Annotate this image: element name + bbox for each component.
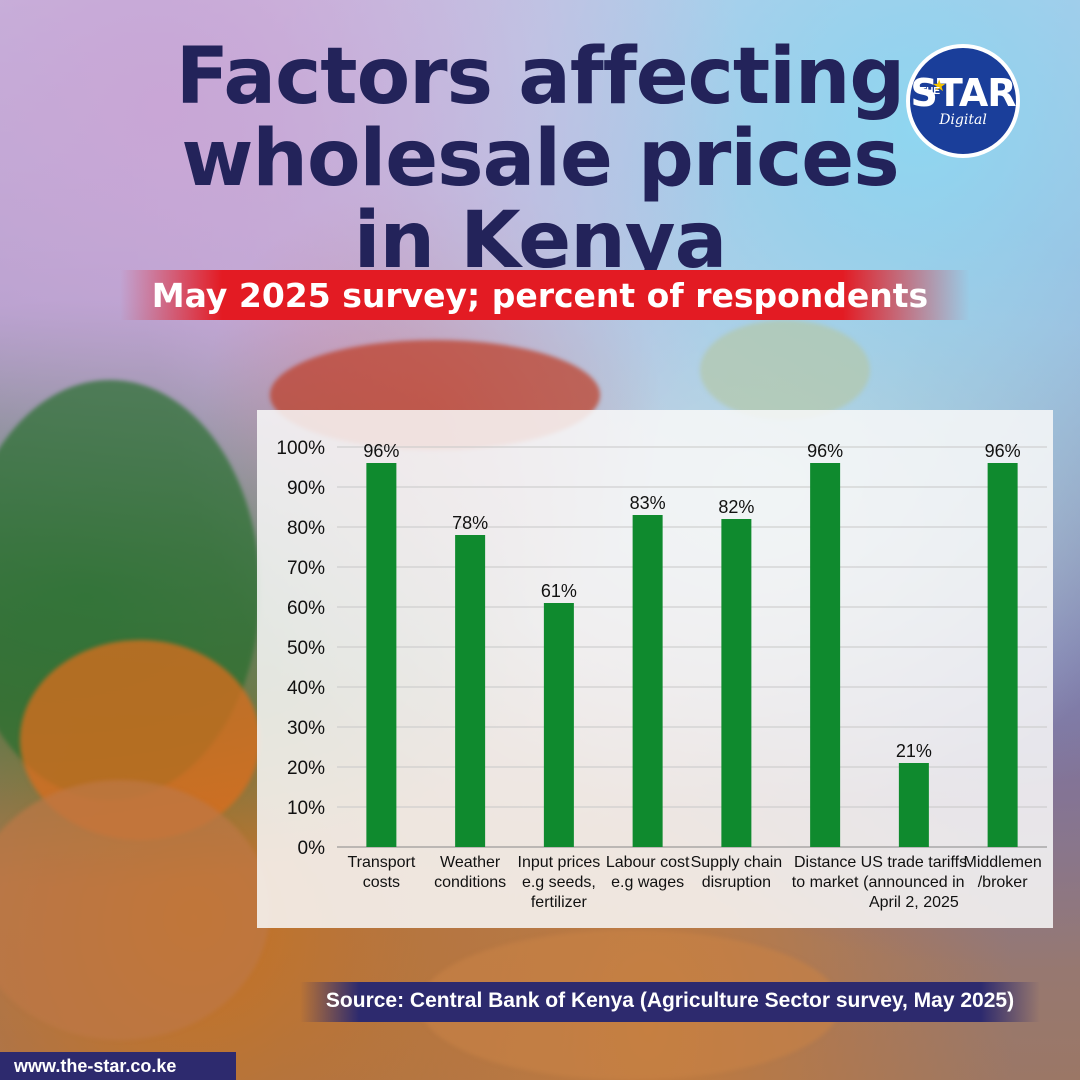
x-tick-label: Middlemen/broker: [963, 854, 1041, 891]
y-tick-label: 70%: [287, 558, 325, 579]
data-label: 78%: [452, 513, 488, 533]
bar: [543, 603, 574, 847]
source-note: Source: Central Bank of Kenya (Agricultu…: [325, 989, 1015, 1012]
y-tick-label: 10%: [287, 798, 325, 819]
background-onions: [0, 780, 270, 1040]
logo-digital: Digital: [939, 112, 987, 128]
bar: [366, 463, 397, 847]
x-tick-label: Supply chain disruption: [691, 854, 783, 891]
title-line-3: in Kenya: [353, 196, 727, 286]
y-axis: 0% 10% 20% 30% 40% 50% 60% 70% 80% 90% 100%: [276, 438, 325, 859]
source-band: [300, 982, 1040, 1022]
star-icon: ★: [932, 78, 947, 95]
x-tick-label: Transport costs: [347, 854, 415, 891]
y-tick-label: 80%: [287, 518, 325, 539]
data-label: 82%: [718, 497, 754, 517]
x-tick-label: Labour cost e.g wages: [606, 854, 690, 891]
y-tick-label: 40%: [287, 678, 325, 699]
x-tick-label: Distance to market: [792, 854, 859, 891]
subtitle-band: [120, 270, 970, 320]
data-label: 61%: [541, 581, 577, 601]
data-label: 96%: [985, 441, 1021, 461]
background-grapes: [700, 320, 870, 420]
bar: [810, 463, 841, 847]
y-tick-label: 20%: [287, 758, 325, 779]
the-star-digital-logo: ★ THE STAR Digital: [906, 44, 1020, 158]
chart-panel: 0% 10% 20% 30% 40% 50% 60% 70% 80% 90% 100% 96% 78%…: [257, 410, 1053, 928]
x-tick-label: US trade tariffs (announced in April 2, 20…: [861, 854, 967, 911]
x-axis: Transport costs Weather conditions Input pri…: [347, 854, 1041, 911]
y-tick-label: 30%: [287, 718, 325, 739]
data-label: 21%: [896, 741, 932, 761]
chart-subtitle: May 2025 survey; percent of respondents: [151, 276, 929, 315]
data-label: 96%: [363, 441, 399, 461]
y-tick-label: 0%: [298, 838, 326, 859]
bars: [366, 463, 1018, 847]
grid-lines: [337, 446, 1047, 848]
data-label: 83%: [630, 493, 666, 513]
data-labels: 96% 78% 61% 83% 82% 96% 21% 96%: [363, 441, 1020, 761]
title-line-1: Factors affecting: [175, 32, 906, 122]
bar-chart: 0% 10% 20% 30% 40% 50% 60% 70% 80% 90% 100% 96% 78%…: [276, 438, 1047, 911]
bar: [632, 515, 663, 847]
website-link[interactable]: www.the-star.co.ke: [14, 1056, 177, 1076]
bar: [987, 463, 1018, 847]
data-label: 96%: [807, 441, 843, 461]
x-tick-label: Input prices e.g seeds, fertilizer: [518, 854, 601, 911]
y-tick-label: 90%: [287, 478, 325, 499]
url-band: [0, 1052, 236, 1080]
logo-the: THE: [920, 86, 940, 97]
logo-star: STAR: [910, 71, 1016, 115]
chart-title: Factors affecting wholesale prices in Ke…: [0, 36, 1080, 282]
y-tick-label: 100%: [276, 438, 325, 459]
bar: [898, 763, 929, 847]
title-line-2: wholesale prices: [181, 114, 899, 204]
x-tick-label: Weather conditions: [434, 854, 506, 891]
bar: [455, 535, 486, 847]
y-tick-label: 50%: [287, 638, 325, 659]
bar: [721, 519, 752, 847]
y-tick-label: 60%: [287, 598, 325, 619]
